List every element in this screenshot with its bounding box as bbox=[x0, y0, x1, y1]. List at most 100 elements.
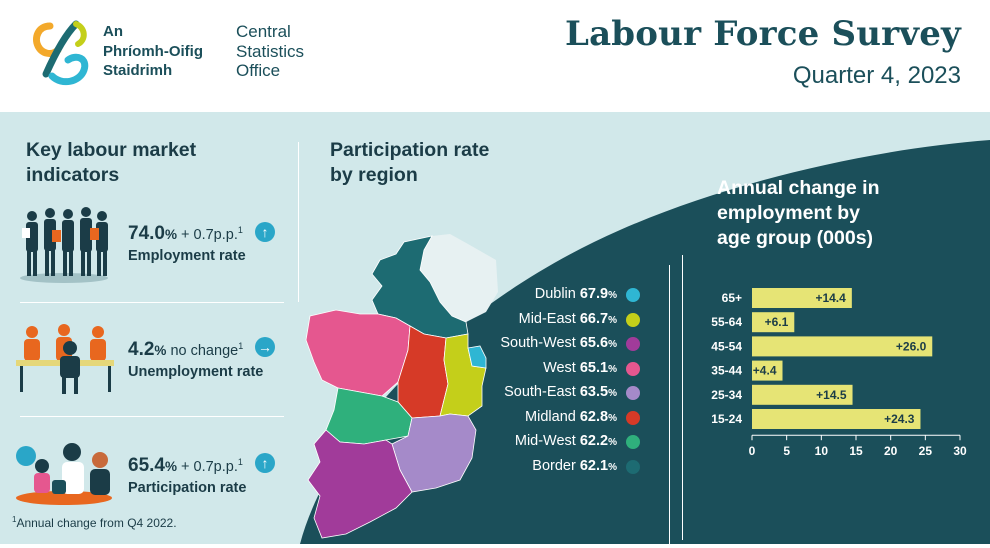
region-title: Participation rate by region bbox=[330, 138, 489, 188]
indicator-label: Unemployment rate bbox=[128, 363, 264, 380]
footnote-marker: 1 bbox=[237, 457, 243, 467]
indicator-unit: % bbox=[164, 458, 177, 474]
northern-ireland-region bbox=[420, 234, 498, 322]
data-label: +14.4 bbox=[815, 291, 846, 305]
legend-region-value: 62.2 bbox=[579, 433, 609, 449]
category-label: 55-64 bbox=[711, 315, 742, 329]
indicator-label: Employment rate bbox=[128, 247, 246, 264]
logo-english-text: Central Statistics Office bbox=[236, 22, 304, 81]
logo-irish-text: An Phríomh-Oifig Staidrimh bbox=[103, 22, 203, 81]
legend-item-mid-west: Mid-West 62.2% bbox=[515, 433, 617, 449]
bar-45-54 bbox=[752, 336, 933, 357]
legend-region-name: Border bbox=[532, 457, 580, 474]
category-label: 25-34 bbox=[711, 388, 742, 402]
indicator-change: + 0.7p.p. bbox=[177, 226, 238, 243]
x-tick-label: 5 bbox=[783, 444, 790, 458]
legend-region-unit: % bbox=[608, 437, 617, 448]
page-title: Labour Force Survey bbox=[564, 14, 961, 54]
region-mid-west bbox=[325, 387, 413, 445]
indicators-title: Key labour market indicators bbox=[26, 138, 196, 188]
legend-item-border: Border 62.1% bbox=[532, 458, 617, 474]
legend-item-west: West 65.1% bbox=[543, 360, 617, 376]
data-label: +24.3 bbox=[884, 412, 915, 426]
region-south-west bbox=[307, 429, 413, 539]
employment-people-icon bbox=[20, 207, 108, 283]
legend-region-value: 65.1 bbox=[579, 359, 609, 376]
footnote: 1Annual change from Q4 2022. bbox=[12, 515, 177, 530]
legend-region-name: South-East bbox=[504, 384, 580, 400]
legend-region-name: West bbox=[543, 359, 580, 376]
legend-item-midland: Midland 62.8% bbox=[525, 409, 617, 425]
legend-region-value: 62.1 bbox=[579, 457, 609, 474]
category-label: 45-54 bbox=[711, 339, 742, 353]
indicator-change: + 0.7p.p. bbox=[177, 458, 238, 475]
legend-color-swatch bbox=[626, 288, 640, 302]
bar-25-34 bbox=[752, 384, 853, 405]
indicator-employment: 74.0% + 0.7p.p.1 Employment rate bbox=[128, 220, 246, 264]
unemployment-people-icon bbox=[16, 324, 114, 394]
legend-item-mid-east: Mid-East 66.7% bbox=[519, 311, 617, 327]
data-label: +4.4 bbox=[753, 364, 777, 378]
footnote-text: Annual change from Q4 2022. bbox=[16, 516, 177, 530]
cso-logo-icon bbox=[33, 20, 89, 86]
footnote-marker: 1 bbox=[12, 515, 17, 524]
legend-color-swatch bbox=[626, 435, 640, 449]
legend-color-swatch bbox=[626, 386, 640, 400]
logo-irish-line: An bbox=[103, 23, 123, 40]
indicator-unemployment: 4.2% no change1 Unemployment rate bbox=[128, 336, 263, 380]
category-label: 65+ bbox=[722, 291, 742, 305]
divider bbox=[20, 302, 284, 303]
legend-region-value: 66.7 bbox=[579, 310, 609, 327]
logo-irish-line: Phríomh-Oifig bbox=[103, 42, 203, 60]
category-label: 35-44 bbox=[711, 364, 742, 378]
legend-region-name: Mid-West bbox=[514, 433, 580, 449]
indicator-change: no change bbox=[166, 342, 239, 359]
arrow-up-icon: ↑ bbox=[255, 222, 275, 242]
legend-region-value: 62.8 bbox=[579, 408, 609, 425]
section-divider bbox=[298, 142, 299, 302]
legend-color-swatch bbox=[626, 337, 640, 351]
data-label: +14.5 bbox=[816, 388, 847, 402]
indicator-unit: % bbox=[154, 342, 167, 358]
indicator-value: 4.2 bbox=[128, 338, 155, 360]
x-tick-label: 30 bbox=[953, 444, 967, 458]
indicator-unit: % bbox=[164, 226, 177, 242]
header: An Phríomh-Oifig Staidrimh Central Stati… bbox=[0, 0, 990, 112]
participation-people-icon bbox=[16, 443, 112, 505]
indicator-value: 74.0 bbox=[128, 222, 165, 244]
x-tick-label: 10 bbox=[815, 444, 829, 458]
chart-title: Annual change in employment by age group… bbox=[717, 176, 880, 251]
legend-region-name: Mid-East bbox=[518, 310, 580, 327]
data-label: +6.1 bbox=[765, 315, 789, 329]
legend-region-unit: % bbox=[608, 363, 617, 375]
x-tick-label: 20 bbox=[884, 444, 898, 458]
legend-region-name: Midland bbox=[525, 408, 580, 425]
logo-irish-line: Staidrimh bbox=[103, 62, 173, 79]
indicators-title-line: indicators bbox=[26, 164, 120, 186]
legend-color-swatch bbox=[626, 361, 640, 376]
legend-color-swatch bbox=[626, 410, 640, 425]
age-group-bar-chart: 65+ +14.4 55-64 +6.1 45-54 +26.0 35-44 +4.4 25-3… bbox=[711, 288, 967, 458]
chart-frame bbox=[682, 255, 683, 540]
legend-region-value: 63.5 bbox=[579, 384, 609, 400]
legend-region-value: 65.6 bbox=[579, 335, 609, 351]
region-title-line: by region bbox=[330, 164, 418, 186]
page-subtitle: Quarter 4, 2023 bbox=[792, 62, 961, 89]
legend-frame bbox=[484, 265, 670, 548]
indicator-value: 65.4 bbox=[128, 454, 165, 476]
bar-55-64 bbox=[752, 312, 795, 333]
arrow-right-icon: → bbox=[255, 337, 275, 357]
legend-region-unit: % bbox=[608, 290, 617, 301]
bar-65+ bbox=[752, 288, 852, 308]
legend-region-unit: % bbox=[608, 461, 617, 473]
chart-title-line: age group (000s) bbox=[717, 227, 874, 249]
legend-region-unit: % bbox=[608, 412, 617, 424]
chart-title-line: Annual change in bbox=[717, 177, 880, 199]
chart-title-line: employment by bbox=[717, 202, 861, 224]
footnote-marker: 1 bbox=[237, 225, 243, 235]
x-tick-label: 15 bbox=[849, 444, 863, 458]
legend-item-dublin: Dublin 67.9% bbox=[535, 286, 617, 302]
arrow-up-icon: ↑ bbox=[255, 453, 275, 473]
legend-color-swatch bbox=[626, 312, 640, 327]
legend-item-south-west: South-West 65.6% bbox=[500, 335, 617, 351]
